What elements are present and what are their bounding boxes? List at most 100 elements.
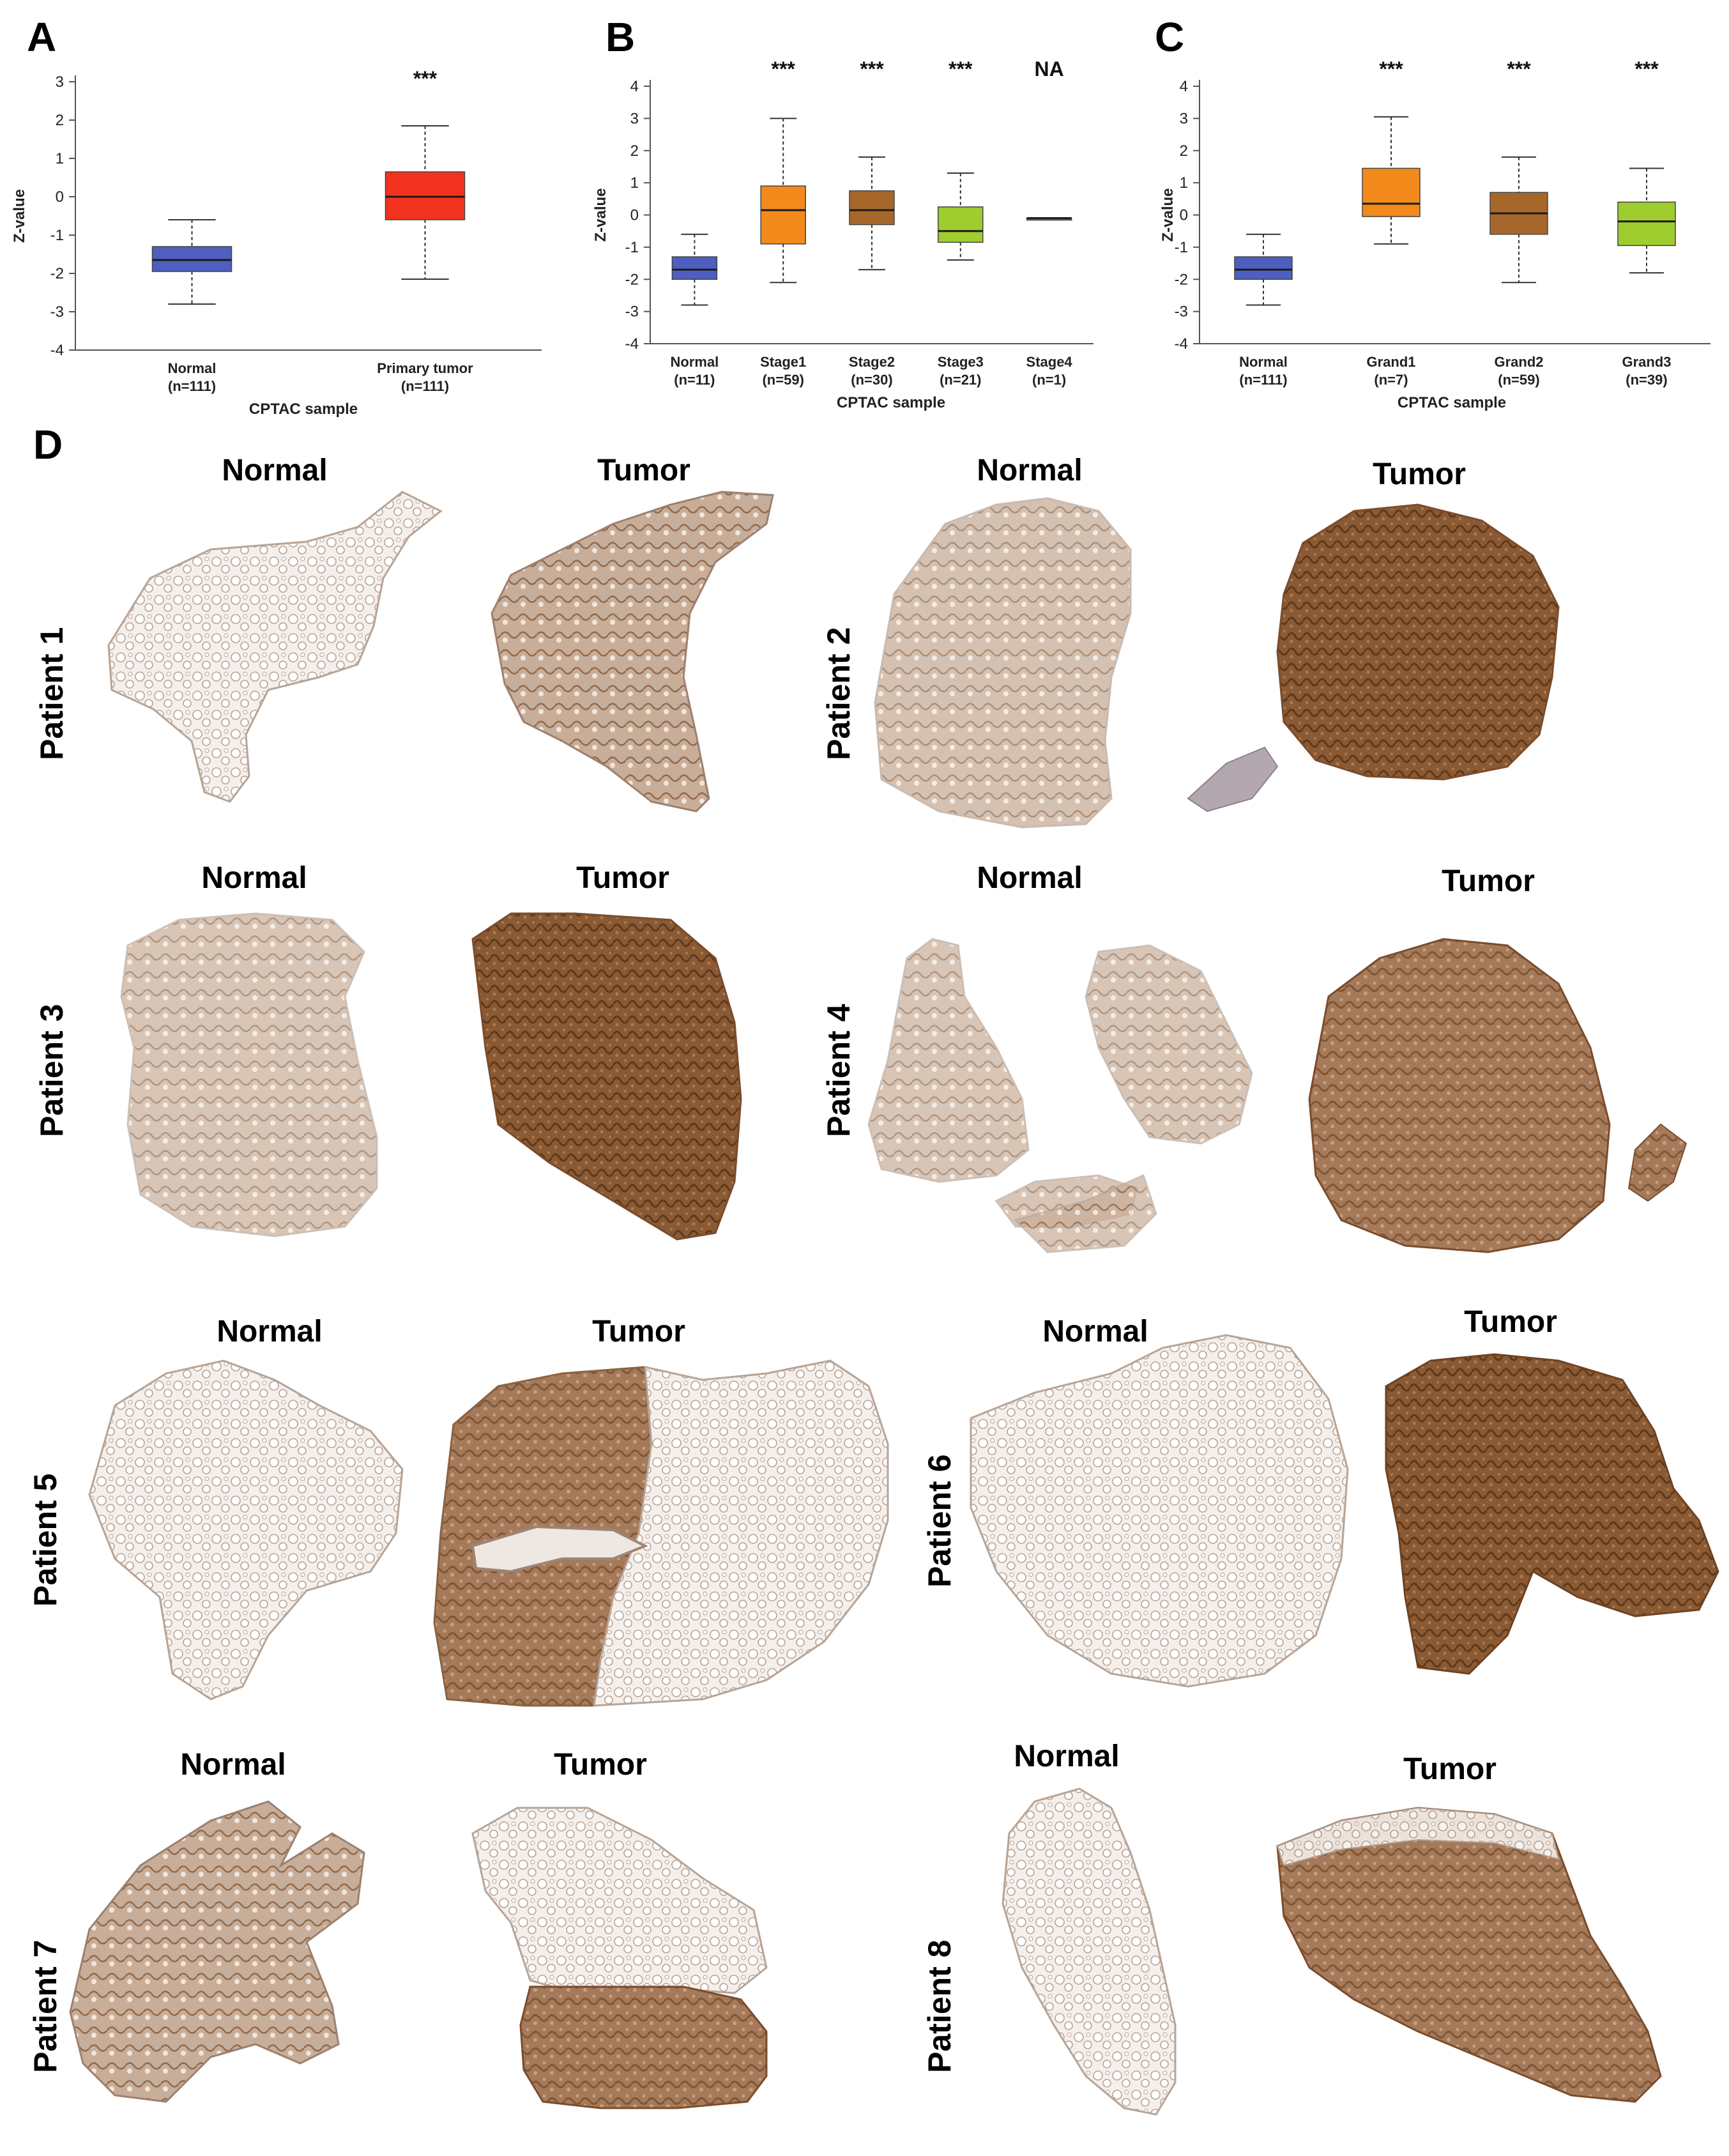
box-stage3: *** Stage3 (n=21) (938, 57, 984, 388)
significance-label: NA (1034, 57, 1063, 80)
y-tick-label: -3 (50, 303, 64, 321)
p3-normal-tissue (120, 912, 378, 1237)
y-tick-label: 4 (630, 78, 639, 95)
p6-normal-label: Normal (1042, 1315, 1148, 1349)
p8-tumor-label: Tumor (1403, 1752, 1497, 1786)
p8-normal-label: Normal (1014, 1739, 1119, 1773)
y-tick-label: 1 (56, 150, 64, 167)
category-label: Normal (1239, 354, 1288, 370)
box-iqr (760, 185, 806, 245)
p2-tumor-label: Tumor (1373, 457, 1466, 491)
count-label: (n=59) (1498, 372, 1539, 388)
y-tick-label: 2 (56, 112, 64, 129)
y-tick-label: 0 (630, 207, 639, 224)
y-tick-label: -1 (625, 239, 639, 256)
p7-tumor-label: Tumor (554, 1748, 647, 1782)
y-tick-label: -3 (625, 303, 639, 321)
patient-1-label: Patient 1 (34, 627, 70, 760)
category-label: Normal (168, 360, 217, 376)
p4-tumor-tissue (1308, 938, 1611, 1253)
panel-label-a: A (27, 14, 56, 60)
p6-tumor-tissue (1385, 1353, 1719, 1675)
x-axis-label: CPTAC sample (837, 394, 945, 411)
patient-4-label: Patient 4 (821, 1004, 857, 1137)
count-label: (n=39) (1626, 372, 1667, 388)
box-normal: Normal (n=111) (1234, 233, 1293, 388)
significance-label: *** (860, 57, 884, 80)
category-label: Stage4 (1026, 354, 1073, 370)
y-axis-label: Z-value (592, 188, 609, 241)
p2-tumor-fragment (1187, 746, 1279, 813)
y-tick-label: 0 (1180, 207, 1188, 224)
category-label: Stage2 (849, 354, 895, 370)
x-axis-label: CPTAC sample (1398, 394, 1506, 411)
count-label: (n=11) (674, 372, 715, 388)
box-iqr (849, 190, 895, 226)
p1-tumor-tissue (491, 491, 774, 813)
significance-label: *** (1507, 57, 1531, 80)
count-label: (n=111) (1239, 372, 1287, 388)
count-label: (n=30) (851, 372, 892, 388)
count-label: (n=111) (401, 378, 449, 394)
p7-tumor-tissue-bottom (519, 1985, 768, 2109)
box-iqr (1234, 256, 1293, 280)
p5-tumor-label: Tumor (592, 1315, 685, 1349)
ihc-image-grid: Normal Tumor Normal Tumor Patient 1 Pati… (27, 454, 1719, 2116)
p1-normal-tissue (107, 491, 443, 803)
category-label: Grand2 (1494, 354, 1543, 370)
p3-normal-label: Normal (201, 861, 307, 895)
y-tick-label: -4 (50, 342, 64, 359)
y-tick-label: 1 (630, 174, 639, 192)
significance-label: *** (413, 67, 438, 90)
box-grand3: *** Grand3 (n=39) (1617, 57, 1676, 388)
category-label: Grand3 (1622, 354, 1671, 370)
patient-7-label: Patient 7 (27, 1940, 63, 2073)
significance-label: *** (948, 57, 973, 80)
box-iqr (1362, 167, 1421, 217)
patient-3-label: Patient 3 (34, 1004, 70, 1137)
p5-normal-tissue (88, 1359, 404, 1701)
y-tick-label: -2 (1175, 271, 1188, 288)
boxplot-panel-a: 3 2 1 0 -1 -2 -3 -4 Z-value Normal (n=111) *** Prima… (11, 67, 542, 418)
panel-label-d: D (33, 422, 63, 468)
patient-5-label: Patient 5 (27, 1474, 63, 1607)
y-tick-label: 2 (1180, 142, 1188, 160)
count-label: (n=21) (940, 372, 981, 388)
category-label: Normal (671, 354, 719, 370)
box-iqr (1617, 201, 1676, 247)
p7-normal-label: Normal (180, 1748, 286, 1782)
y-tick-label: 3 (630, 110, 639, 127)
patient-8-label: Patient 8 (922, 1940, 957, 2073)
y-tick-label: -1 (50, 227, 64, 244)
p6-normal-tissue (970, 1334, 1349, 1688)
y-axis-label: Z-value (1159, 188, 1177, 241)
significance-label: *** (1634, 57, 1659, 80)
y-tick-label: -3 (1175, 303, 1188, 321)
p4-normal-tissue-d (1014, 1174, 1157, 1253)
y-tick-label: 3 (1180, 110, 1188, 127)
y-tick-label: 1 (1180, 174, 1188, 192)
category-label: Grand1 (1366, 354, 1415, 370)
p1-normal-label: Normal (222, 454, 327, 487)
panel-label-b: B (606, 14, 635, 60)
count-label: (n=111) (168, 378, 216, 394)
box-grand2: *** Grand2 (n=59) (1489, 57, 1548, 388)
p2-tumor-tissue (1276, 503, 1560, 781)
y-tick-label: -4 (625, 335, 639, 353)
y-axis-label: Z-value (11, 189, 28, 243)
box-normal: Normal (n=11) (671, 233, 719, 388)
box-grand1: *** Grand1 (n=7) (1362, 57, 1421, 388)
count-label: (n=59) (762, 372, 804, 388)
p4-tumor-label: Tumor (1442, 864, 1535, 898)
category-label: Stage3 (938, 354, 984, 370)
category-label: Primary tumor (377, 360, 473, 376)
y-tick-label: 3 (56, 73, 64, 91)
p6-tumor-label: Tumor (1464, 1305, 1557, 1339)
y-tick-label: -1 (1175, 239, 1188, 256)
patient-6-label: Patient 6 (922, 1455, 957, 1587)
y-tick-label: 2 (630, 142, 639, 160)
y-tick-label: -2 (625, 271, 639, 288)
p5-tumor-vessel (471, 1525, 648, 1573)
p4-normal-tissue-b (1085, 944, 1253, 1145)
